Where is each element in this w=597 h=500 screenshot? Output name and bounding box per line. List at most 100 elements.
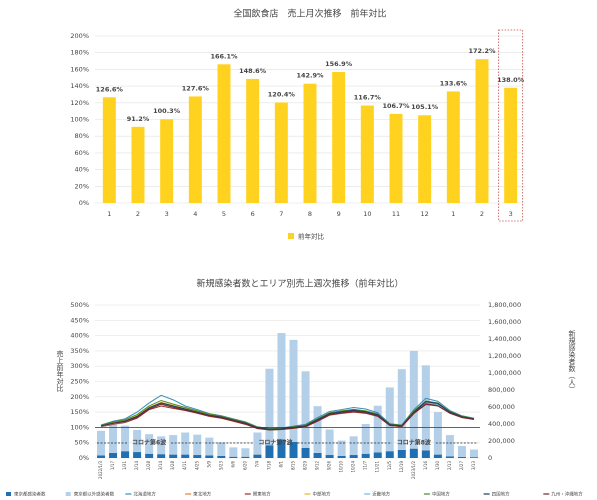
bar [301,371,310,448]
annotation: コロナ第7波 [258,439,293,447]
y-tick-label: 250% [70,378,89,386]
y2-tick-label: 0 [488,454,492,462]
x-tick-label: 2/14 [134,461,139,470]
x-tick-label: 8 [308,210,312,218]
bar [169,435,178,455]
x-tick-label: 2 [480,210,484,218]
value-label: 116.7% [354,94,382,102]
value-label: 91.2% [127,115,150,123]
y-tick-label: 350% [70,347,89,355]
bar [457,445,466,457]
bar [475,59,489,204]
bar [325,455,334,458]
y2-tick-label: 200,000 [488,437,515,445]
x-tick-label: 2023/1/2 [411,461,416,479]
bar [409,350,418,449]
legend-label: 東京都以外感染者数 [74,491,115,498]
bar [446,91,460,203]
x-tick-label: 3 [165,210,169,218]
bar [373,452,382,458]
x-tick-label: 5/23 [218,461,223,470]
x-tick-label: 1 [451,210,455,218]
y2-tick-label: 1,200,000 [488,352,521,360]
y2-tick-label: 800,000 [488,386,515,394]
x-tick-label: 8/1 [278,461,283,468]
x-tick-label: 6/20 [242,461,247,470]
x-tick-label: 5/9 [206,461,211,468]
legend-label: 東北地方 [193,491,211,498]
bar [253,454,262,458]
bar [289,441,298,458]
x-tick-label: 9/12 [315,461,320,470]
bar [181,454,190,458]
bar [421,365,430,451]
value-label: 126.6% [96,85,124,93]
bar [313,406,322,453]
chart-title: 全国飲食店 売上月次推移 前年対比 [233,8,386,20]
bar [289,339,298,442]
bar [409,448,418,458]
y-tick-label: 160% [70,65,89,73]
x-tick-label: 3/28 [170,461,175,470]
y-tick-label: 0% [79,199,89,207]
bar [457,456,466,458]
x-tick-label: 9 [337,210,341,218]
bar [241,456,250,458]
bar [277,439,286,458]
bar [205,437,214,456]
bar [389,113,403,203]
line [100,401,475,430]
bar [133,429,142,453]
value-label: 138.0% [497,76,525,84]
x-tick-label: 11 [392,210,400,218]
value-label: 133.6% [440,79,468,87]
value-label: 172.2% [468,47,496,55]
x-tick-label: 11/21 [375,461,380,473]
x-tick-label: 8/29 [303,461,308,470]
y2-axis-title: 新規感染者数（人） [568,329,576,393]
x-tick-label: 3/13 [471,461,476,470]
bar [217,442,226,456]
bar [193,455,202,458]
bar [193,434,202,456]
x-tick-label: 1/30 [435,461,440,470]
y2-tick-label: 1,600,000 [488,318,521,326]
bar [241,448,250,457]
y-axis-title: 売上前年対比 [56,349,64,393]
legend-label: 東京都感染者数 [14,491,46,498]
legend-label: 中部地方 [313,491,331,498]
x-tick-label: 7 [279,210,283,218]
bar [332,71,346,204]
x-tick-label: 3 [509,210,513,218]
bar [265,368,274,446]
value-label: 120.4% [268,90,296,98]
y-tick-label: 150% [70,408,89,416]
bar [373,405,382,453]
y-tick-label: 200% [70,393,89,401]
bar [349,436,358,456]
bar [169,454,178,458]
x-tick-label: 11/7 [363,461,368,470]
bar [157,436,166,455]
y-tick-label: 60% [75,149,89,157]
bar [397,369,406,450]
bar [277,333,286,440]
legend-swatch [65,492,71,496]
y2-tick-label: 600,000 [488,403,515,411]
bar [433,412,442,455]
value-label: 127.6% [182,84,210,92]
x-tick-label: 2/13 [447,461,452,470]
legend-label: 中国地方 [432,491,450,498]
bar [109,424,118,453]
chart-title: 新規感染者数とエリア別売上週次推移（前年対比） [196,278,403,290]
x-tick-label: 10/10 [339,461,344,473]
bar [145,453,154,458]
bar [349,455,358,458]
x-tick-label: 7/4 [254,461,259,468]
x-tick-label: 1 [107,210,111,218]
y-tick-label: 80% [75,132,89,140]
x-tick-label: 2/27 [459,461,464,470]
x-tick-label: 8/15 [291,461,296,470]
y-tick-label: 450% [70,316,89,324]
